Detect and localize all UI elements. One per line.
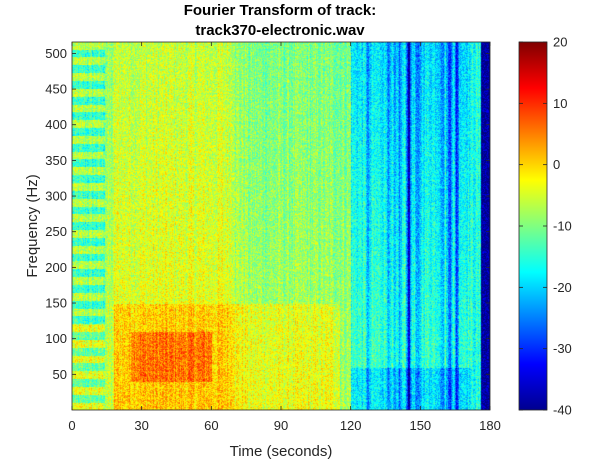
x-tick-label: 120 [340, 418, 362, 433]
y-tick-label: 100 [45, 331, 67, 346]
colorbar-tick-label: 10 [553, 96, 567, 111]
y-tick-label: 50 [53, 367, 67, 382]
colorbar-tick-label: 20 [553, 35, 567, 50]
colorbar-ticks: 20 10 0 -10 -20 -30 -40 [519, 35, 572, 418]
y-tick-label: 250 [45, 224, 67, 239]
x-tick-label: 180 [479, 418, 501, 433]
colorbar-tick-label: -20 [553, 280, 572, 295]
x-tick-label: 0 [68, 418, 75, 433]
chart-title-line-2: track370-electronic.wav [195, 22, 365, 39]
x-tick-label: 60 [204, 418, 218, 433]
y-tick-label: 350 [45, 153, 67, 168]
spectrogram-heatmap [72, 42, 490, 410]
y-axis: 50 100 150 200 250 300 350 400 450 500 [45, 46, 490, 382]
y-axis-label: Frequency (Hz) [24, 174, 41, 277]
colorbar-tick-label: -40 [553, 403, 572, 418]
y-tick-label: 450 [45, 82, 67, 97]
x-tick-label: 90 [274, 418, 288, 433]
y-tick-label: 400 [45, 117, 67, 132]
colorbar-tick-label: 0 [553, 157, 560, 172]
y-tick-label: 150 [45, 296, 67, 311]
spectrogram-plot-area [71, 41, 491, 411]
x-axis-label: Time (seconds) [230, 443, 333, 460]
y-tick-label: 200 [45, 260, 67, 275]
y-tick-label: 500 [45, 46, 67, 61]
colorbar-gradient [519, 42, 547, 410]
colorbar-tick-label: -30 [553, 341, 572, 356]
x-tick-label: 30 [134, 418, 148, 433]
x-axis: 0 30 60 90 120 150 180 [68, 42, 501, 433]
chart-title-line-1: Fourier Transform of track: [184, 2, 377, 19]
y-tick-label: 300 [45, 189, 67, 204]
x-tick-label: 150 [409, 418, 431, 433]
colorbar-tick-label: -10 [553, 219, 572, 234]
colorbar: 20 10 0 -10 -20 -30 -40 [518, 35, 572, 418]
